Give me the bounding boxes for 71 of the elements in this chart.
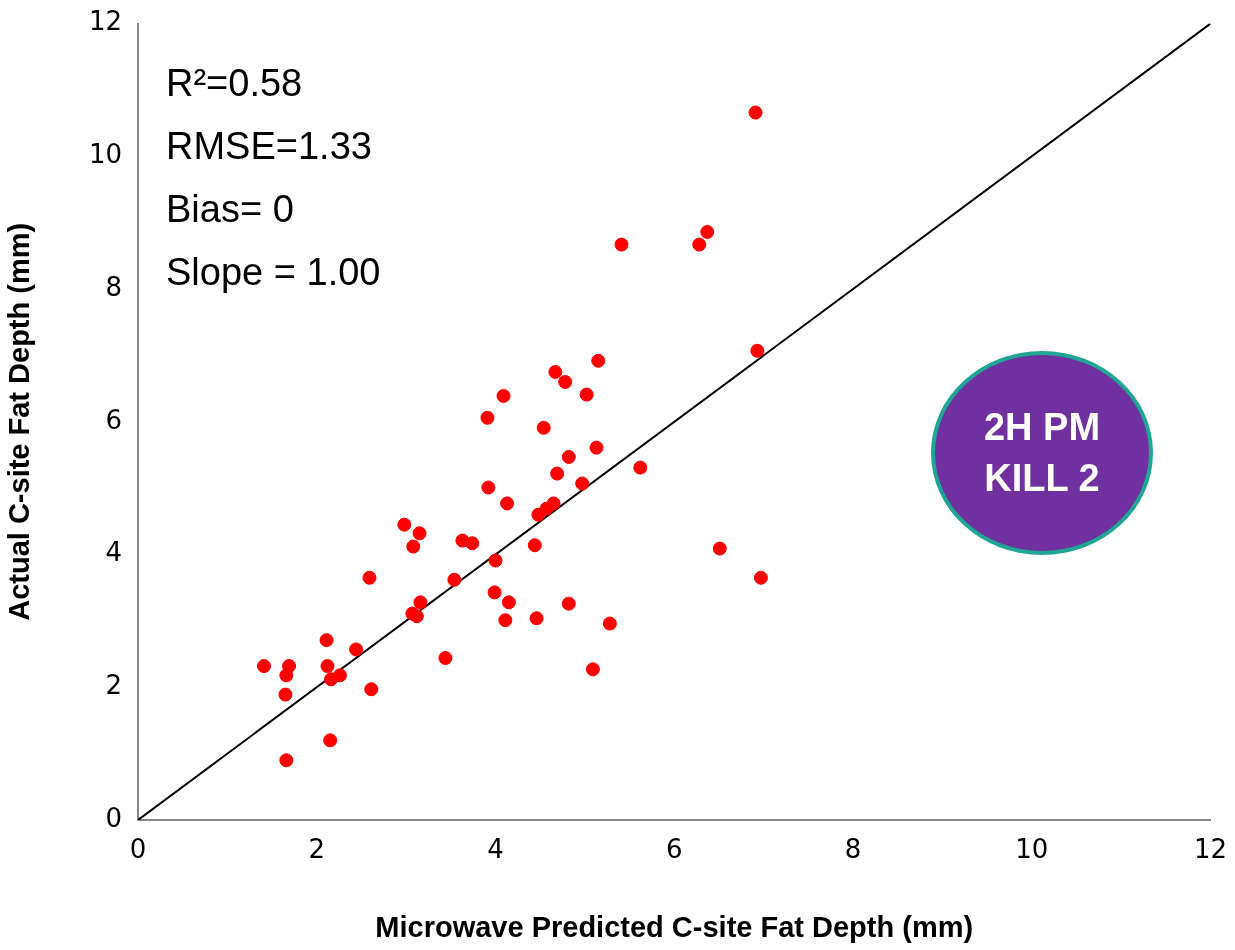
point xyxy=(753,570,768,585)
point xyxy=(531,507,546,522)
point xyxy=(700,224,715,239)
point xyxy=(257,659,272,674)
y-tick-label: 8 xyxy=(105,271,122,302)
point xyxy=(527,538,542,553)
point xyxy=(488,553,503,568)
y-tick-label: 6 xyxy=(105,404,122,435)
point xyxy=(319,633,334,648)
point xyxy=(633,460,648,475)
y-tick-label: 10 xyxy=(88,139,122,170)
x-tick-label: 2 xyxy=(308,834,326,865)
point xyxy=(279,753,294,768)
point xyxy=(364,682,379,697)
point xyxy=(529,611,544,626)
point xyxy=(750,343,765,358)
x-tick-label: 10 xyxy=(1015,834,1049,865)
point xyxy=(279,668,294,683)
y-axis-title: Actual C-site Fat Depth (mm) xyxy=(3,222,36,621)
point xyxy=(413,595,428,610)
x-tick-label: 0 xyxy=(129,834,147,865)
point xyxy=(465,536,480,551)
y-tick-label: 12 xyxy=(88,6,122,37)
point xyxy=(496,388,511,403)
point xyxy=(323,733,338,748)
point xyxy=(447,572,462,587)
point xyxy=(406,539,421,554)
point xyxy=(561,596,576,611)
point xyxy=(409,609,424,624)
point xyxy=(575,476,590,491)
point xyxy=(481,480,496,495)
point xyxy=(362,570,377,585)
point xyxy=(397,517,412,532)
point xyxy=(480,410,495,425)
point xyxy=(548,365,563,380)
y-tick-label: 0 xyxy=(105,802,122,833)
point xyxy=(614,237,629,252)
point xyxy=(561,449,576,464)
x-tick-label: 12 xyxy=(1193,834,1227,865)
point xyxy=(550,466,565,481)
point xyxy=(602,616,617,631)
point xyxy=(438,651,453,666)
annotation: Bias= 0 xyxy=(166,187,294,230)
point xyxy=(324,672,339,687)
y-tick-label: 2 xyxy=(105,670,122,701)
annotation: R²=0.58 xyxy=(166,61,303,104)
point xyxy=(412,526,427,541)
point xyxy=(536,420,551,435)
y-tick-label: 4 xyxy=(105,537,122,568)
point xyxy=(498,613,513,628)
point xyxy=(500,496,515,511)
point xyxy=(278,687,293,702)
point xyxy=(487,585,502,600)
point xyxy=(748,105,763,120)
point xyxy=(589,440,604,455)
oval-badge: 2H PM KILL 2 xyxy=(931,351,1153,555)
point xyxy=(692,237,707,252)
x-tick-label: 8 xyxy=(844,834,862,865)
point xyxy=(320,659,335,674)
point xyxy=(585,662,600,677)
point xyxy=(558,374,573,389)
point xyxy=(349,642,364,657)
point xyxy=(591,353,606,368)
point xyxy=(712,541,727,556)
point xyxy=(579,387,594,402)
annotation: Slope = 1.00 xyxy=(166,250,381,293)
x-tick-label: 6 xyxy=(665,834,683,865)
annotation: RMSE=1.33 xyxy=(166,124,372,167)
x-tick-label: 4 xyxy=(487,834,504,865)
x-axis-title: Microwave Predicted C-site Fat Depth (mm) xyxy=(375,910,974,943)
point xyxy=(501,595,516,610)
